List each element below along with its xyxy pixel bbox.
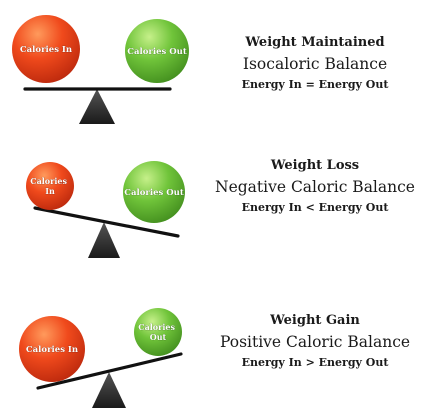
calories-out-ball: Calories Out xyxy=(125,19,189,83)
fulcrum xyxy=(79,89,115,124)
caption-loss: Weight Loss Negative Caloric Balance Ene… xyxy=(208,158,422,215)
caption-maintained: Weight Maintained Isocaloric Balance Ene… xyxy=(215,35,415,92)
energy-equation: Energy In = Energy Out xyxy=(241,78,389,91)
ball-label: Calories Out xyxy=(124,188,184,198)
scale-loss: Calories In Calories Out xyxy=(26,161,185,258)
calories-in-ball: Calories In xyxy=(19,316,85,382)
caption-gain: Weight Gain Positive Caloric Balance Ene… xyxy=(208,313,422,370)
scale-maintained: Calories In Calories Out xyxy=(12,15,189,124)
balance-title: Negative Caloric Balance xyxy=(215,178,415,196)
ball-label: Calories Out xyxy=(138,322,178,342)
fulcrum xyxy=(88,222,120,258)
beam xyxy=(33,206,180,238)
calories-in-ball: Calories In xyxy=(12,15,80,83)
fulcrum xyxy=(92,372,126,408)
scale-gain: Calories In Calories Out xyxy=(19,308,183,408)
balance-title: Isocaloric Balance xyxy=(242,55,388,73)
ball-label: Calories In xyxy=(30,176,70,196)
energy-equation: Energy In < Energy Out xyxy=(241,201,389,214)
calories-in-ball: Calories In xyxy=(26,162,74,210)
calories-out-ball: Calories Out xyxy=(123,161,185,223)
balance-title: Positive Caloric Balance xyxy=(219,333,411,351)
energy-equation: Energy In > Energy Out xyxy=(241,356,389,369)
beam xyxy=(36,352,183,390)
ball-label: Calories In xyxy=(26,345,78,355)
ball-label: Calories In xyxy=(20,45,72,55)
state-title: Weight Gain xyxy=(270,313,360,328)
state-title: Weight Loss xyxy=(270,158,360,173)
calories-out-ball: Calories Out xyxy=(134,308,182,356)
state-title: Weight Maintained xyxy=(245,35,385,50)
ball-label: Calories Out xyxy=(127,47,187,57)
